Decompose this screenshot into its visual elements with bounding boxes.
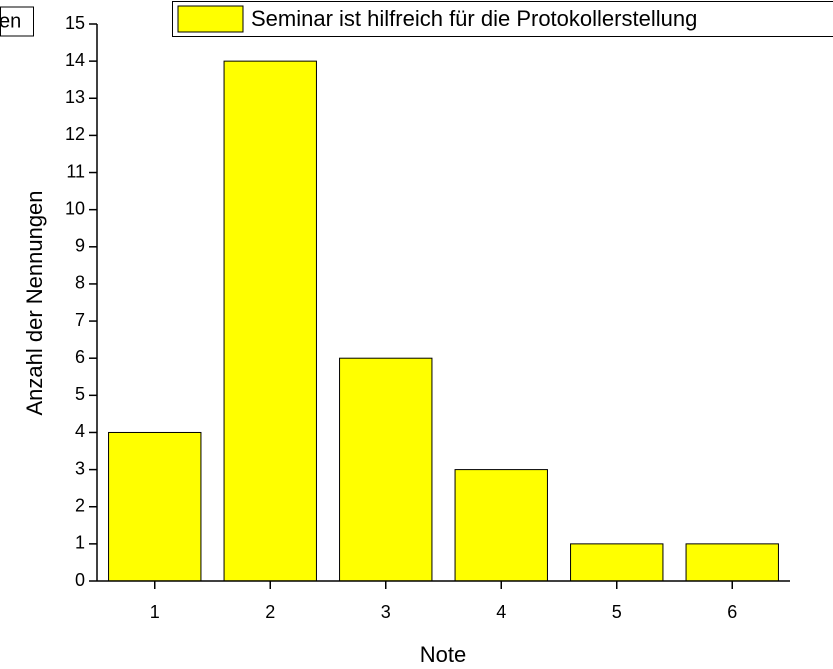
legend-label: Seminar ist hilfreich für die Protokolle… — [251, 6, 697, 31]
legend-box — [172, 1, 833, 37]
x-tick-label: 6 — [727, 602, 737, 622]
bar — [454, 469, 548, 582]
y-tick-label: 0 — [75, 570, 85, 590]
y-tick-label: 13 — [65, 87, 85, 107]
y-tick-label: 12 — [65, 124, 85, 144]
y-tick-label: 8 — [75, 273, 85, 293]
y-tick-label: 15 — [65, 13, 85, 33]
y-tick-label: 11 — [66, 161, 85, 181]
y-tick-label: 14 — [65, 50, 85, 70]
bar — [570, 543, 664, 582]
annotation-box — [0, 6, 34, 37]
bar — [339, 357, 433, 582]
x-tick-label: 2 — [265, 602, 275, 622]
y-tick-label: 9 — [75, 236, 85, 256]
bar — [108, 431, 202, 582]
annotation: en — [0, 10, 21, 32]
y-tick-label: 3 — [75, 458, 85, 478]
x-tick-label: 3 — [381, 602, 391, 622]
y-tick-label: 4 — [75, 421, 85, 441]
x-axis-label: Note — [420, 642, 466, 667]
y-tick-label: 5 — [75, 384, 85, 404]
bar — [223, 60, 317, 582]
x-tick-label: 1 — [150, 602, 160, 622]
x-tick-label: 4 — [496, 602, 506, 622]
y-axis-label: Anzahl der Nennungen — [22, 190, 47, 415]
bar — [685, 543, 779, 582]
x-tick-label: 5 — [612, 602, 622, 622]
y-tick-label: 2 — [75, 495, 85, 515]
y-tick-label: 7 — [75, 310, 85, 330]
y-tick-label: 6 — [75, 347, 85, 367]
y-tick-label: 1 — [75, 533, 85, 553]
legend-swatch — [177, 5, 244, 33]
y-tick-label: 10 — [65, 198, 85, 218]
